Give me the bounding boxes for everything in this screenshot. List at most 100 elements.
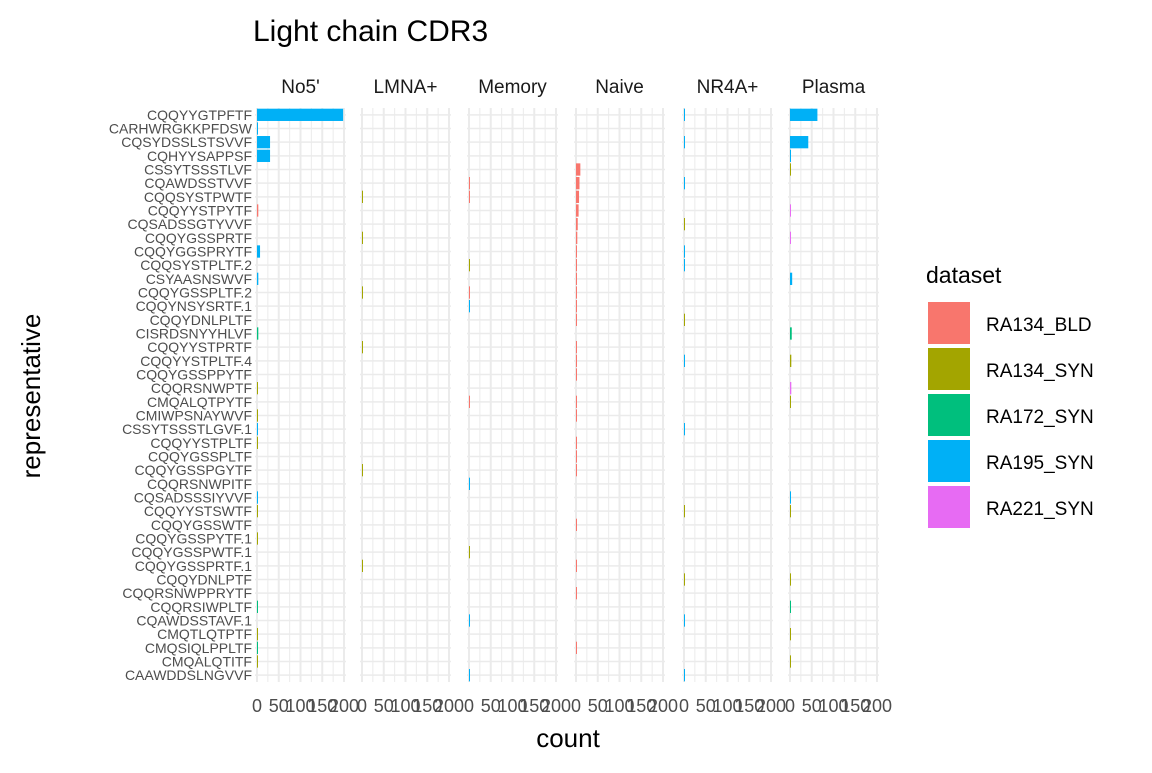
x-tick-label: 0 <box>785 696 795 716</box>
bar <box>576 587 577 600</box>
bar <box>790 149 791 162</box>
legend-swatch <box>928 440 970 482</box>
bar <box>257 382 258 395</box>
bar <box>257 245 261 258</box>
bar <box>257 122 258 135</box>
x-tick-label: 150 <box>626 696 656 716</box>
x-tick-label: 50 <box>802 696 822 716</box>
bar <box>684 354 685 367</box>
x-tick-label: 100 <box>390 696 420 716</box>
bar <box>576 436 577 449</box>
x-tick-label: 50 <box>696 696 716 716</box>
facet-label: Memory <box>478 77 547 98</box>
bar <box>684 423 685 436</box>
bar <box>684 259 685 272</box>
bar <box>790 395 791 408</box>
x-tick-label: 150 <box>519 696 549 716</box>
x-tick-label: 50 <box>269 696 289 716</box>
legend-label: RA221_SYN <box>986 499 1094 520</box>
legend-items: RA134_BLD RA134_SYN RA172_SYN RA195_SYN RA22… <box>928 302 1094 528</box>
bar <box>576 559 577 572</box>
x-tick-label: 0 <box>679 696 689 716</box>
y-tick-label: CQQYYSTPLTF <box>150 435 252 451</box>
bar <box>257 409 258 422</box>
y-axis-tick-labels: CQQYYGTPFTFCARHWRGKKPFDSWCQSYDSSLSTSVVFC… <box>109 107 253 683</box>
bar <box>576 286 577 299</box>
y-tick-label: CQQYGSSPYTF.1 <box>135 531 252 547</box>
bar <box>576 641 577 654</box>
bar <box>576 518 577 531</box>
y-tick-label: CQQYGSSPPYTF <box>136 367 252 383</box>
bar <box>684 573 685 586</box>
x-tick-label: 200 <box>329 696 359 716</box>
bar <box>790 505 791 518</box>
bar <box>257 108 344 121</box>
legend-label: RA172_SYN <box>986 407 1094 428</box>
bar <box>790 327 792 340</box>
y-tick-label: CQQRSIWPLTF <box>150 599 252 615</box>
x-tick-label: 0 <box>571 696 581 716</box>
x-tick-label: 50 <box>481 696 501 716</box>
bar <box>257 532 258 545</box>
bar <box>257 628 258 641</box>
y-tick-label: CISRDSNYYHLVF <box>136 326 252 342</box>
bar <box>576 272 577 285</box>
y-tick-label: CQQSYSTPLTF.2 <box>140 257 252 273</box>
y-tick-label: CQAWDSSTVVF <box>144 175 252 191</box>
bar <box>469 546 470 559</box>
bar <box>257 505 258 518</box>
y-tick-label: CQAWDSSTAVF.1 <box>136 613 252 629</box>
y-tick-label: CQQYYSTPLTF.4 <box>140 353 252 369</box>
bar <box>576 354 577 367</box>
y-tick-label: CQSYDSSLSTSVVF <box>121 134 252 150</box>
bar <box>790 163 791 176</box>
bar <box>790 628 791 641</box>
bar <box>257 423 258 436</box>
x-tick-label: 200 <box>648 696 678 716</box>
legend-label: RA195_SYN <box>986 453 1094 474</box>
bar <box>469 177 470 190</box>
y-tick-label: CMIWPSNAYWVF <box>136 408 252 424</box>
y-tick-label: CQQYNSYSRTF.1 <box>136 298 253 314</box>
x-tick-label: 100 <box>497 696 527 716</box>
bar <box>576 231 578 244</box>
bar <box>790 136 809 149</box>
y-tick-label: CQQYGGSPRYTF <box>134 244 252 260</box>
y-tick-label: CQQYGSSWTF <box>151 517 252 533</box>
x-tick-label: 50 <box>374 696 394 716</box>
bar <box>257 327 259 340</box>
chart-title: Light chain CDR3 <box>253 15 488 48</box>
legend: dataset RA134_BLD RA134_SYN RA172_SYN RA195… <box>926 262 1094 528</box>
bar <box>469 477 470 490</box>
bar <box>576 245 577 258</box>
bar <box>790 204 791 217</box>
y-tick-label: CQQYYSTPYTF <box>148 203 252 219</box>
bar <box>576 218 578 231</box>
bar <box>576 177 580 190</box>
bar <box>362 286 363 299</box>
legend-label: RA134_BLD <box>986 315 1092 336</box>
bar <box>790 108 818 121</box>
bar <box>684 218 685 231</box>
x-tick-label: 200 <box>756 696 786 716</box>
x-tick-label: 0 <box>252 696 262 716</box>
bar <box>790 491 791 504</box>
y-tick-label: CQQYGSSPRTF <box>145 230 252 246</box>
bar <box>790 354 792 367</box>
x-tick-label: 100 <box>818 696 848 716</box>
bar <box>576 409 577 422</box>
bar <box>576 368 577 381</box>
x-tick-label: 200 <box>434 696 464 716</box>
bar <box>469 286 470 299</box>
y-tick-label: CQQRSNWPTF <box>151 380 252 396</box>
bar <box>257 149 271 162</box>
y-tick-label: CQQYYSTSWTF <box>144 503 252 519</box>
bar <box>576 204 579 217</box>
x-tick-label: 150 <box>734 696 764 716</box>
bar <box>469 669 470 682</box>
